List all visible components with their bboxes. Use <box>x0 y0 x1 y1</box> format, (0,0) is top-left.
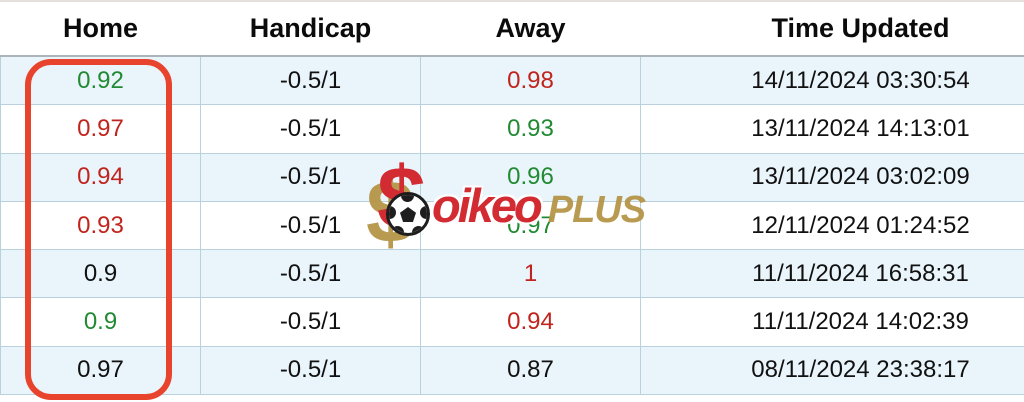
table-body: 0.92 -0.5/1 0.98 14/11/2024 03:30:54 0.9… <box>0 55 1024 396</box>
away-odds-cell: 0.87 <box>420 345 641 396</box>
away-odds-cell: 0.96 <box>420 152 641 202</box>
table-row: 0.94 -0.5/1 0.96 13/11/2024 03:02:09 <box>0 152 1024 202</box>
table-row: 0.92 -0.5/1 0.98 14/11/2024 03:30:54 <box>0 55 1024 106</box>
home-odds-cell: 0.93 <box>0 200 201 251</box>
home-odds-cell: 0.9 <box>0 297 201 347</box>
away-odds-cell: 1 <box>420 249 641 299</box>
handicap-cell: -0.5/1 <box>200 345 421 396</box>
handicap-cell: -0.5/1 <box>200 249 421 299</box>
time-updated-cell: 11/11/2024 14:02:39 <box>640 297 1024 347</box>
handicap-cell: -0.5/1 <box>200 200 421 251</box>
time-updated-cell: 12/11/2024 01:24:52 <box>640 200 1024 251</box>
column-header-away: Away <box>420 2 641 57</box>
table-row: 0.97 -0.5/1 0.93 13/11/2024 14:13:01 <box>0 104 1024 154</box>
table-header: Home Handicap Away Time Updated <box>0 2 1024 57</box>
away-odds-cell: 0.93 <box>420 104 641 154</box>
time-updated-cell: 13/11/2024 14:13:01 <box>640 104 1024 154</box>
table-row: 0.93 -0.5/1 0.97 12/11/2024 01:24:52 <box>0 200 1024 251</box>
table-row: 0.97 -0.5/1 0.87 08/11/2024 23:38:17 <box>0 345 1024 396</box>
time-updated-cell: 08/11/2024 23:38:17 <box>640 345 1024 396</box>
time-updated-cell: 11/11/2024 16:58:31 <box>640 249 1024 299</box>
table-row: 0.9 -0.5/1 1 11/11/2024 16:58:31 <box>0 249 1024 299</box>
away-odds-cell: 0.97 <box>420 200 641 251</box>
handicap-cell: -0.5/1 <box>200 297 421 347</box>
column-header-home: Home <box>0 2 201 57</box>
home-odds-cell: 0.97 <box>0 345 201 396</box>
column-header-time-updated: Time Updated <box>640 2 1024 57</box>
home-odds-cell: 0.92 <box>0 55 201 106</box>
column-header-handicap: Handicap <box>200 2 421 57</box>
table-row: 0.9 -0.5/1 0.94 11/11/2024 14:02:39 <box>0 297 1024 347</box>
handicap-cell: -0.5/1 <box>200 152 421 202</box>
home-odds-cell: 0.94 <box>0 152 201 202</box>
home-odds-cell: 0.9 <box>0 249 201 299</box>
away-odds-cell: 0.98 <box>420 55 641 106</box>
away-odds-cell: 0.94 <box>420 297 641 347</box>
time-updated-cell: 13/11/2024 03:02:09 <box>640 152 1024 202</box>
home-odds-cell: 0.97 <box>0 104 201 154</box>
time-updated-cell: 14/11/2024 03:30:54 <box>640 55 1024 106</box>
handicap-cell: -0.5/1 <box>200 55 421 106</box>
handicap-cell: -0.5/1 <box>200 104 421 154</box>
